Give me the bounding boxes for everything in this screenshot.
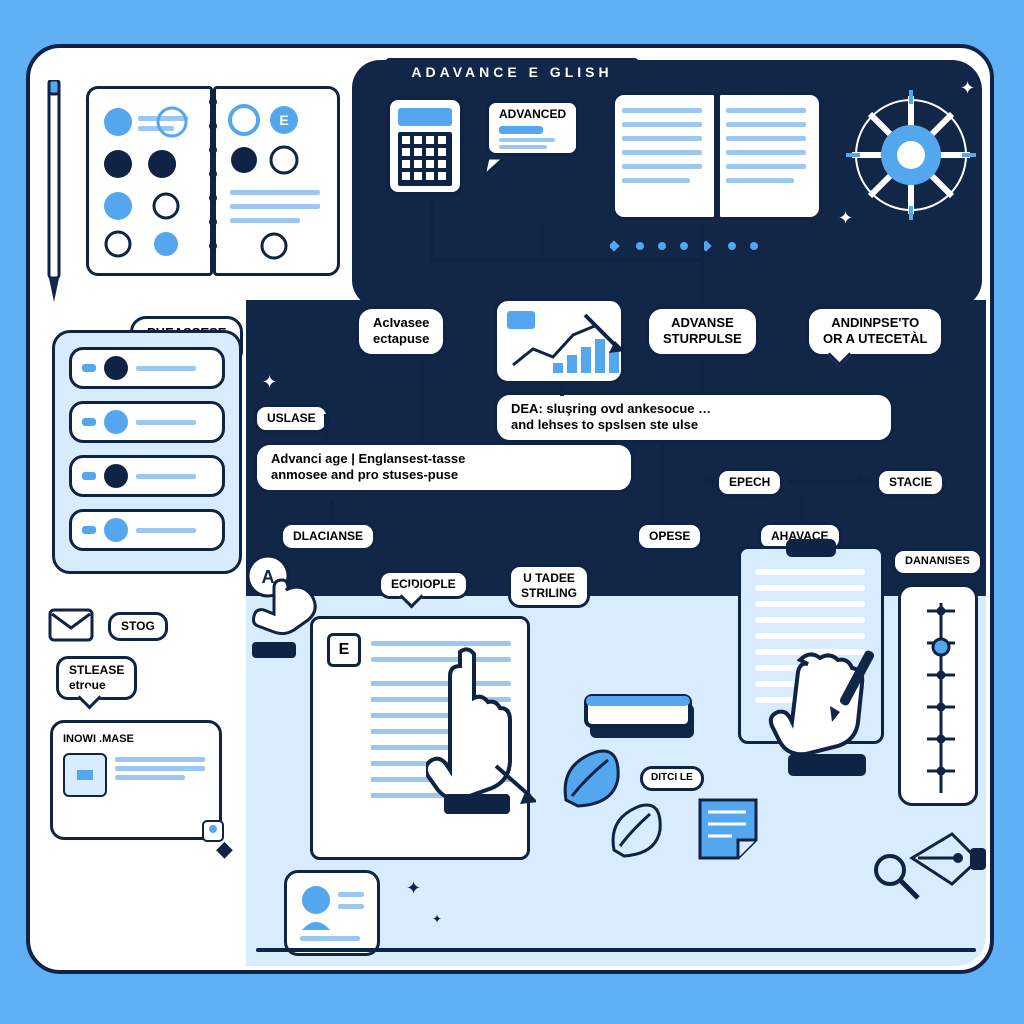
svg-text:E: E [279,112,288,128]
svg-text:A: A [262,567,275,587]
label-advanse-sturpulse: ADVANSE STURPULSE [646,306,759,357]
inowi-title: INOWI .MASE [63,733,209,745]
label-usage: USLASE [254,404,329,433]
leaf-icon [606,800,670,864]
dots-divider-icon [610,236,810,256]
label-ditci: DITCI LE [640,766,704,791]
label-andinpse: ANDINPSE'TO OR A UTECETÀL [806,306,944,357]
diamond-icon: ◆ [216,836,233,862]
label-utadee: U TADEE STRILING [508,564,590,608]
label-damanises: DANANISES [892,548,983,576]
contacts-card [52,330,242,574]
tag-advanced: ADVANCED [486,100,579,156]
pencil-icon [44,80,64,310]
page-title: ADAVANCE E GLISH [385,58,638,86]
label-stog: STOG [108,612,168,641]
sparkle-icon: ✦ [262,372,277,393]
inowi-card: INOWI .MASE [50,720,222,840]
envelope-icon [48,608,94,642]
contact-chip [69,455,225,497]
label-advance-ectepuse: AcIvasee ectapuse [356,306,446,357]
target-wheel-icon [846,90,976,220]
label-long-sentence: Advanci age | Englansest‑tasse anmosee a… [254,442,634,493]
gauge-card [898,584,978,806]
label-desc-sentence: DEA: sluşring ovd ankesocue … and lehses… [494,392,894,443]
contact-chip [69,509,225,551]
sparkle-icon: ✦ [406,878,421,899]
label-stlease: STLEASE etroue [56,656,137,700]
sparkle-icon: ✦ [432,912,442,926]
chart-card [494,298,624,384]
calculator-icon [386,96,464,196]
floor-line [256,948,976,952]
contact-chip [69,401,225,443]
magnifier-icon [870,850,924,904]
sparkle-icon: ✦ [838,208,853,229]
tag-advanced-label: ADVANCED [499,107,566,121]
book-closed-icon [584,690,704,746]
label-opese: OPESE [636,522,703,551]
label-stacie: STACIE [876,468,945,497]
hand-touch-icon [426,646,536,816]
avatar-grid-icon [96,100,204,260]
label-dlacianse: DLACIANSE [280,522,376,551]
label-epech: EPECH [716,468,783,497]
sticky-note-icon [694,794,764,864]
label-ecidiople: ECIDIOPLE [378,570,469,599]
hand-writing-icon [760,630,920,790]
open-book-icon [612,92,822,220]
doc-e-badge: E [327,633,361,667]
notebook-avatars: E [86,86,340,276]
sparkle-icon: ✦ [960,78,975,99]
stage: ADAVANCE E GLISH E [0,0,1024,1024]
contact-chip [69,347,225,389]
